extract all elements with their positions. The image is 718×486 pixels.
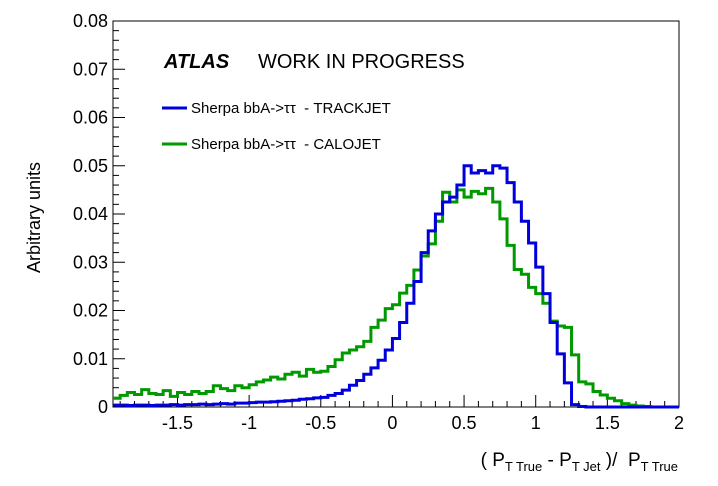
series-layer [113,164,679,409]
plot-frame [112,20,680,408]
calojet-histogram-line [113,186,679,409]
x-axis-tick-labels: -1.5 -1 -0.5 0 0.5 1 1.5 2 [162,413,684,433]
x-tick-label: -0.5 [305,413,336,433]
x-axis-title: ( PT True - PT Jet )/ PT True [481,450,678,474]
x-tick-label: 1 [531,413,541,433]
y-axis-tick-labels: 0 0.01 0.02 0.03 0.04 0.05 0.06 0.07 0.08 [73,11,108,417]
x-tick-label: 0.5 [452,413,477,433]
y-axis-ticks [113,20,125,408]
trackjet-histogram-line [113,164,679,409]
y-tick-label: 0.05 [73,156,108,176]
y-tick-label: 0 [98,397,108,417]
y-tick-label: 0.04 [73,204,108,224]
y-tick-label: 0.01 [73,349,108,369]
status-label: WORK IN PROGRESS [258,51,465,73]
legend-label-trackjet: Sherpa bbA->ττ - TRACKJET [191,100,391,117]
legend: Sherpa bbA->ττ - TRACKJET Sherpa bbA->ττ… [162,100,391,153]
y-axis-title: Arbitrary units [24,162,44,273]
y-tick-label: 0.03 [73,252,108,272]
y-tick-label: 0.02 [73,301,108,321]
x-tick-label: -1 [241,413,257,433]
x-tick-label: 1.5 [595,413,620,433]
atlas-label: ATLAS [163,51,230,73]
y-tick-label: 0.08 [73,11,108,31]
x-tick-label: 0 [387,413,397,433]
y-tick-label: 0.07 [73,59,108,79]
y-tick-label: 0.06 [73,108,108,128]
x-tick-label: 2 [674,413,684,433]
x-tick-label: -1.5 [162,413,193,433]
legend-label-calojet: Sherpa bbA->ττ - CALOJET [191,136,381,153]
